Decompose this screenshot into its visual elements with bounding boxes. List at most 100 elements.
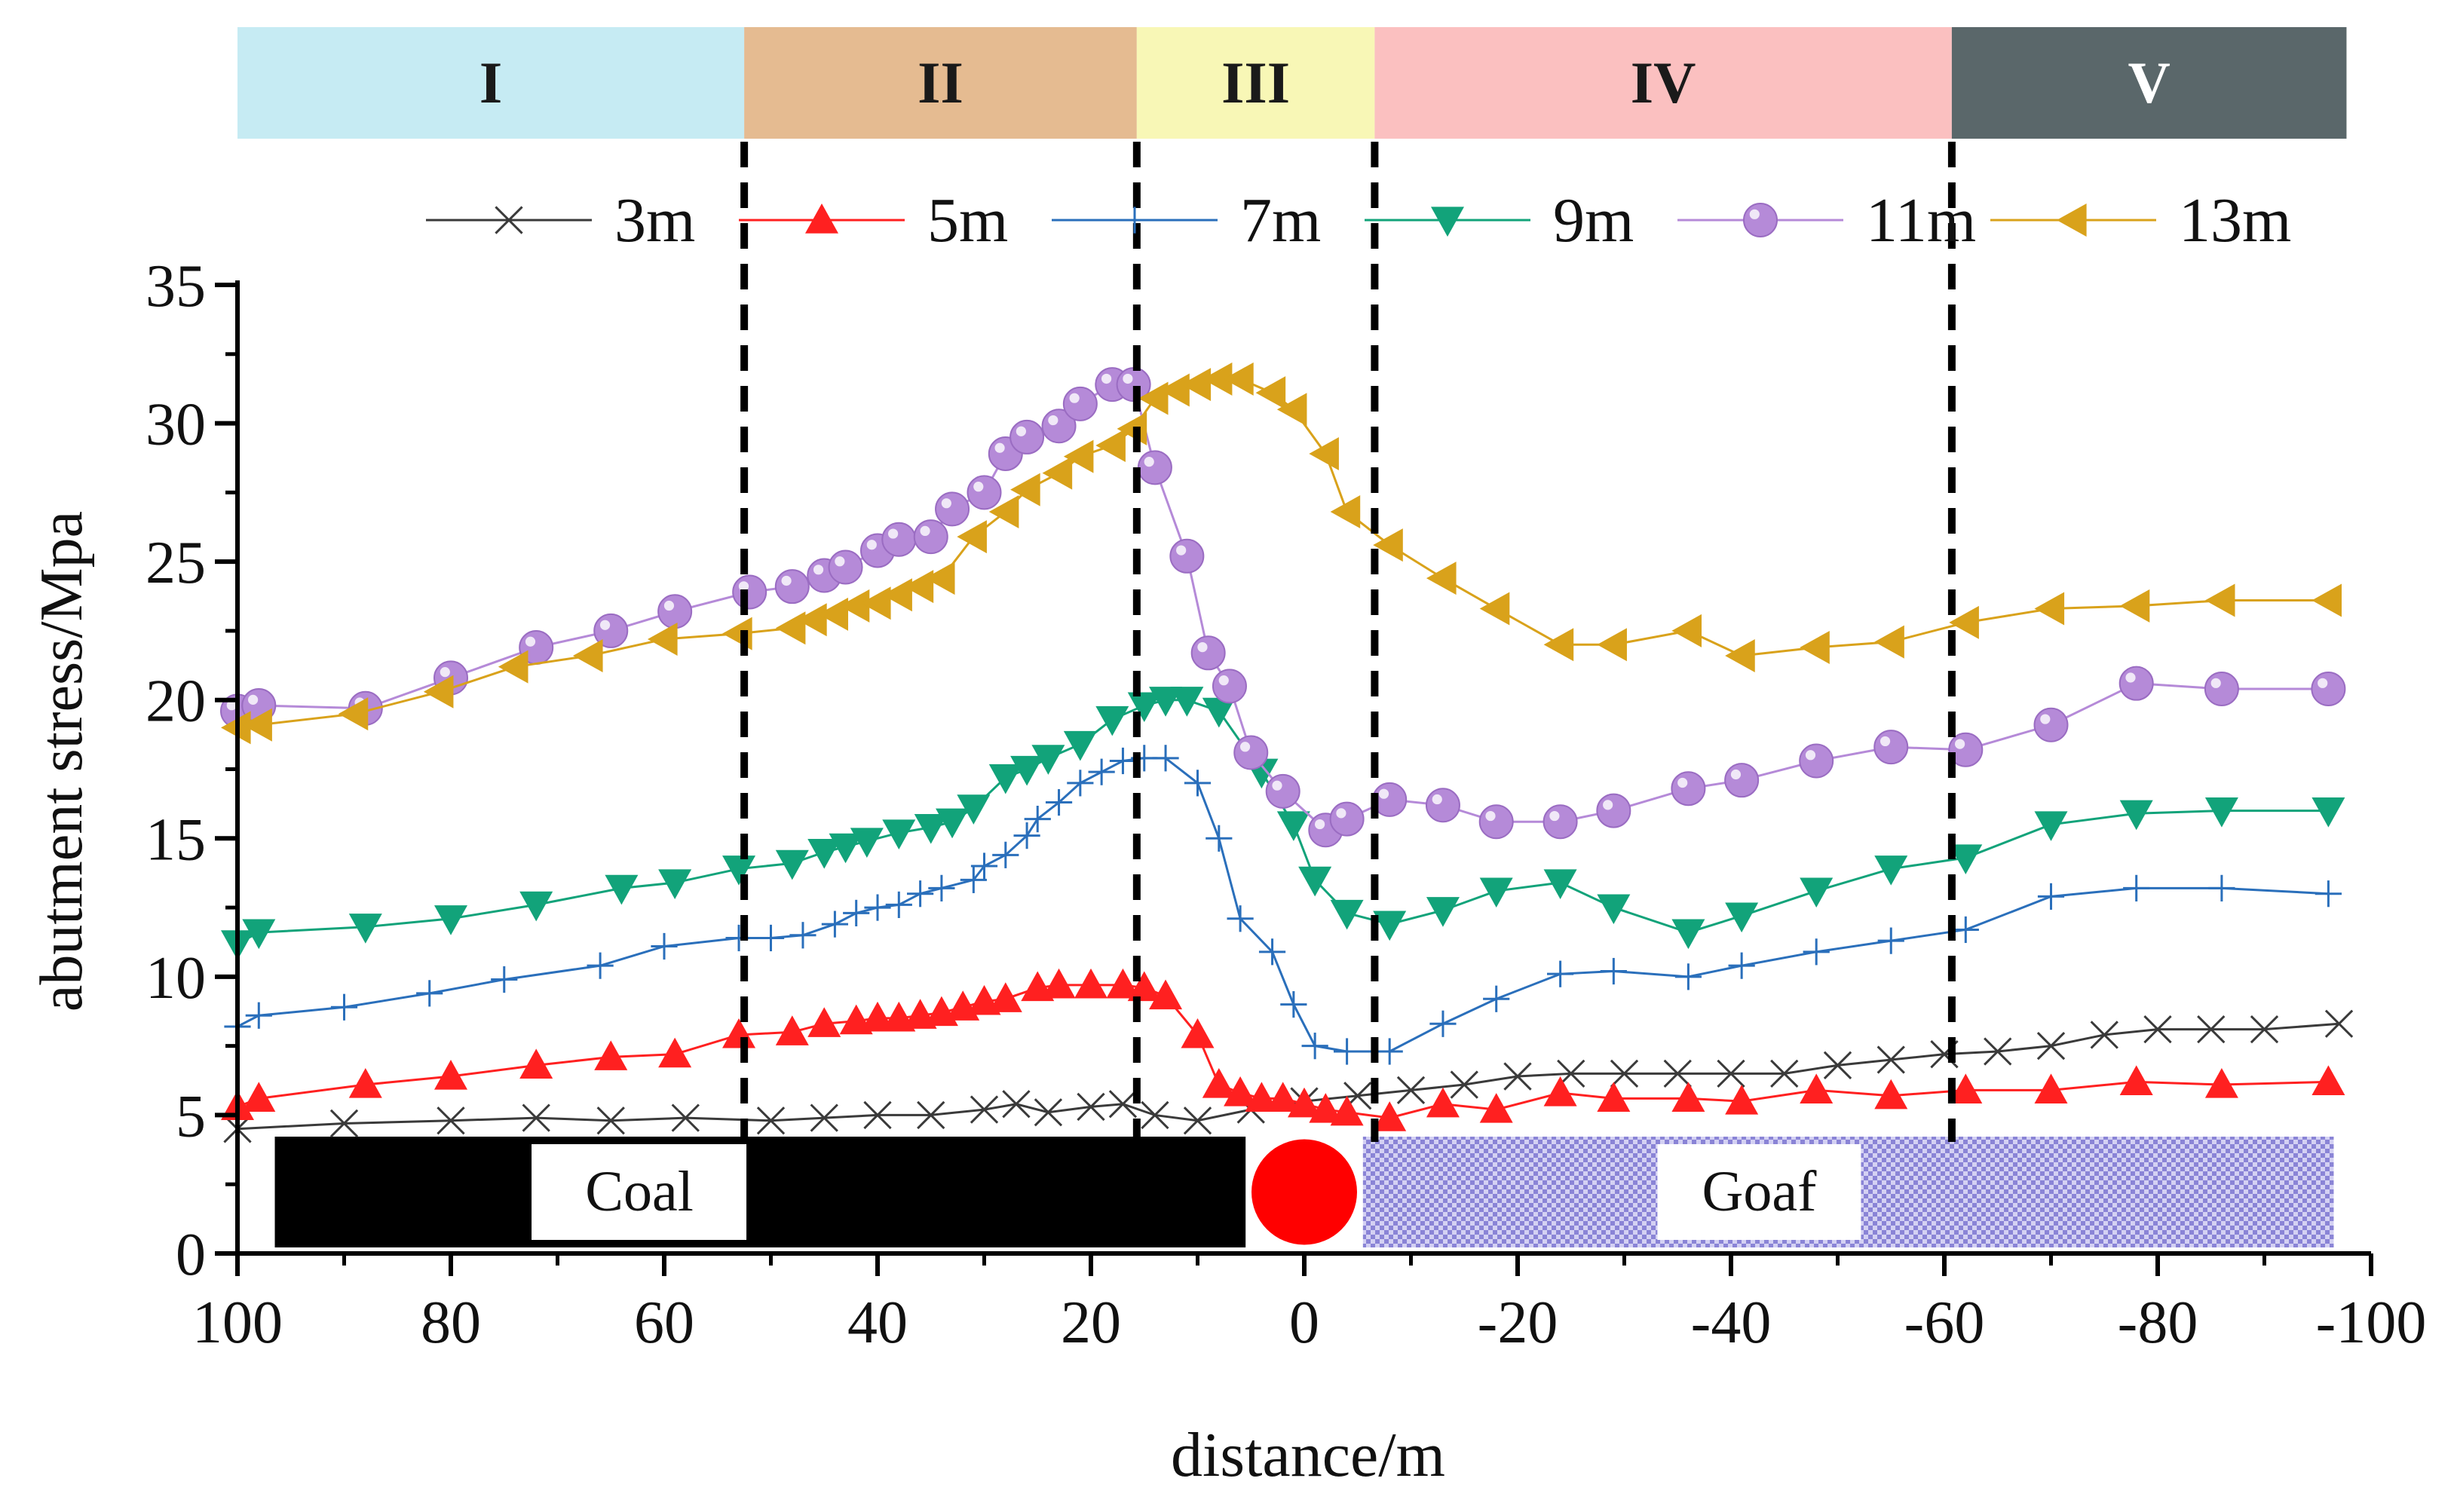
series-9m-point-20 <box>1095 705 1129 736</box>
series-7m-point-19 <box>1013 822 1040 849</box>
series-13m-point-43 <box>2119 589 2150 623</box>
series-7m-point-28 <box>1206 825 1233 852</box>
series-3m-point-7-b <box>810 1103 838 1132</box>
series-13m-point-26 <box>1202 362 1233 396</box>
series-11m-point-3-highlight <box>440 667 450 678</box>
series-11m-point-5-highlight <box>599 620 611 630</box>
y-tick-label-5: 5 <box>176 1083 206 1149</box>
series-11m-point-8 <box>774 569 810 604</box>
series-3m-point-13 <box>1077 1092 1105 1122</box>
series-7m-point-17 <box>970 852 998 880</box>
series-7m-point-35 <box>1429 1010 1457 1037</box>
series-3m-point-25 <box>1663 1059 1692 1088</box>
series-9m-point-9 <box>807 839 841 869</box>
series-11m-point-26-highlight <box>1239 742 1251 752</box>
series-9m-point-24 <box>1202 697 1236 728</box>
legend-label-3m: 3m <box>614 185 695 256</box>
series-9m-point-42 <box>2311 797 2345 828</box>
series-11m-point-1-highlight <box>248 694 259 705</box>
series-9m-point-3 <box>434 905 467 935</box>
legend-label-9m: 9m <box>1553 185 1634 256</box>
series-13m-point-37 <box>1671 614 1702 647</box>
series-3m-point-6-b <box>756 1106 786 1135</box>
legend-item-3m: 3m <box>426 185 695 256</box>
series-7m-point-38 <box>1600 957 1627 985</box>
series-11m-point-12 <box>881 522 917 557</box>
series-11m-point-29 <box>1329 801 1365 837</box>
series-3m-point-9-b <box>917 1100 945 1130</box>
series-9m-point-15 <box>957 794 991 825</box>
zone-bar: I II III IV V <box>237 27 2347 139</box>
series-3m-point-12-b <box>1034 1098 1063 1127</box>
series-3m-point-37-b <box>2324 1009 2354 1038</box>
series-7m-point-45 <box>2123 874 2150 901</box>
legend-item-7m: 7m <box>1052 185 1321 256</box>
series-11m-point-32 <box>1478 804 1514 840</box>
x-tick-label-1: 80 <box>421 1290 481 1356</box>
series-9m-point-34 <box>1671 919 1705 950</box>
series-9m-point-14 <box>936 808 970 839</box>
series-9m-point-36 <box>1800 877 1834 908</box>
series-13m-point-2 <box>338 697 369 731</box>
series-13m-point-35 <box>1543 628 1574 662</box>
series-7m-point-47 <box>2315 880 2342 908</box>
series-11m-point-20-highlight <box>1101 373 1112 384</box>
series-11m-point-15 <box>967 475 1002 510</box>
series-11m-point-28-highlight <box>1315 819 1325 830</box>
series-3m-point-24 <box>1610 1059 1639 1088</box>
series-5m-point-1 <box>242 1082 276 1112</box>
series-3m-point-22 <box>1503 1062 1532 1091</box>
series-5m-point-4 <box>519 1048 553 1079</box>
series-5m-point-3 <box>434 1060 467 1090</box>
series-9m-point-19 <box>1063 730 1097 761</box>
series-11m-point-24-highlight <box>1197 642 1208 653</box>
series-11m-point-40 <box>2033 707 2069 742</box>
series-5m-point-36 <box>1597 1082 1631 1112</box>
series-13m-point-41 <box>1949 605 1979 639</box>
series-9m-point-1 <box>242 919 276 950</box>
series-11m-point-23-highlight <box>1176 545 1187 556</box>
series-11m-point-7-highlight <box>738 581 749 592</box>
series-11m-point-18-highlight <box>1048 415 1058 426</box>
series-11m-point-14-highlight <box>941 498 951 509</box>
series-3m-point-27 <box>1770 1059 1799 1088</box>
series-13m-point-32 <box>1373 528 1403 562</box>
y-tick-label-30: 30 <box>146 392 206 458</box>
series-11m-point-19-highlight <box>1069 393 1080 403</box>
series-7m-point-34 <box>1376 1038 1403 1065</box>
zone-3-label: III <box>1221 50 1290 115</box>
series-3m-point-11 <box>1002 1090 1031 1119</box>
x-tick-label-3: 40 <box>847 1290 908 1356</box>
series-9m-point-18 <box>1031 745 1065 775</box>
series-7m-point-5 <box>587 952 614 979</box>
series-3m-point-35-b <box>2197 1015 2226 1044</box>
series-11m-point-25 <box>1212 669 1247 704</box>
series-13m-line <box>237 378 2329 729</box>
series-5m-point-32 <box>1373 1101 1407 1131</box>
series-5m-point-29 <box>1288 1087 1321 1118</box>
legend-marker-11m <box>1743 203 1778 237</box>
series-3m-point-33-b <box>2090 1021 2118 1049</box>
series-13m-point-15 <box>924 562 955 595</box>
series-9m-point-4 <box>519 891 553 922</box>
series-13m-point-3 <box>423 675 454 709</box>
x-tick-label-10: -100 <box>2316 1290 2427 1356</box>
series-11m-point-25-highlight <box>1218 675 1229 686</box>
series-13m-point-40 <box>1874 625 1904 659</box>
series-5m-point-6 <box>658 1037 692 1068</box>
series-9m-point-17 <box>1010 755 1044 786</box>
series-3m-point-36 <box>2250 1015 2279 1044</box>
series-5m-point-9 <box>807 1007 841 1037</box>
series-11m-point-30-highlight <box>1378 788 1389 799</box>
series-7m-point-12 <box>864 894 891 921</box>
series-11m-point-38 <box>1873 730 1909 765</box>
axes: 0 5 10 15 20 25 30 35 100 80 60 40 20 0 -20 -40 -60 -80 -1… <box>146 253 2426 1356</box>
x-tick-label-5: 0 <box>1289 1290 1319 1356</box>
series-11m-point-14 <box>935 491 970 527</box>
series-11m-point-22-highlight <box>1144 457 1154 467</box>
series-3m-point-32 <box>2036 1031 2066 1061</box>
series-11m-point-22 <box>1137 450 1172 485</box>
x-tick-label-8: -60 <box>1904 1290 1985 1356</box>
